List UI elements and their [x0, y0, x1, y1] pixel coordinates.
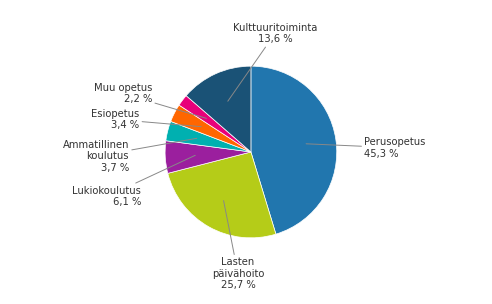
- Wedge shape: [171, 105, 251, 152]
- Wedge shape: [251, 66, 337, 234]
- Wedge shape: [166, 121, 251, 152]
- Text: Kulttuuritoiminta
13,6 %: Kulttuuritoiminta 13,6 %: [228, 23, 317, 101]
- Text: Esiopetus
3,4 %: Esiopetus 3,4 %: [91, 109, 201, 130]
- Wedge shape: [168, 152, 276, 238]
- Text: Lasten
päivähoito
25,7 %: Lasten päivähoito 25,7 %: [212, 201, 264, 291]
- Wedge shape: [179, 96, 251, 152]
- Text: Lukiokoulutus
6,1 %: Lukiokoulutus 6,1 %: [72, 155, 195, 207]
- Wedge shape: [186, 66, 251, 152]
- Text: Ammatillinen
koulutus
3,7 %: Ammatillinen koulutus 3,7 %: [62, 138, 197, 173]
- Text: Perusopetus
45,3 %: Perusopetus 45,3 %: [306, 137, 426, 158]
- Wedge shape: [165, 141, 251, 173]
- Text: Muu opetus
2,2 %: Muu opetus 2,2 %: [94, 83, 207, 118]
